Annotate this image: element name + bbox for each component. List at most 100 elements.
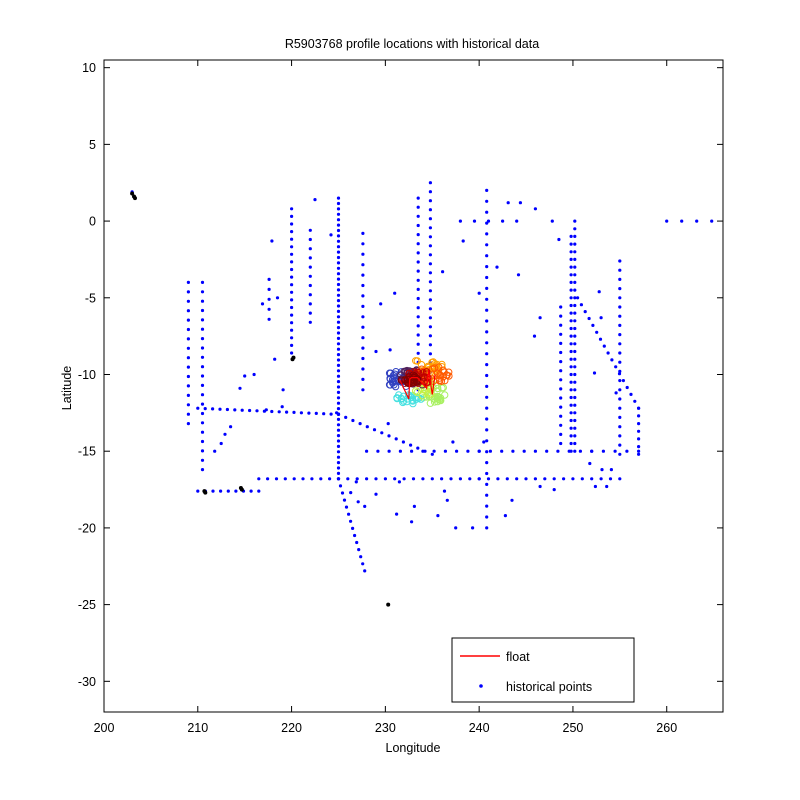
historical-point xyxy=(290,207,294,211)
historical-point xyxy=(569,372,573,377)
float-profile-marker xyxy=(404,379,412,387)
float-profile-marker xyxy=(433,397,442,406)
historical-point xyxy=(569,349,573,354)
historical-point xyxy=(336,461,341,465)
historical-point xyxy=(186,393,190,397)
historical-point xyxy=(428,226,432,230)
historical-point xyxy=(428,217,432,221)
historical-point xyxy=(569,296,573,300)
historical-point xyxy=(336,228,341,233)
historical-point xyxy=(410,520,414,524)
historical-point xyxy=(336,477,341,481)
historical-point xyxy=(618,287,622,291)
historical-point xyxy=(618,415,622,419)
historical-point xyxy=(196,406,200,410)
historical-point xyxy=(559,314,563,318)
historical-point xyxy=(186,327,190,332)
historical-point xyxy=(308,283,312,288)
historical-point xyxy=(592,371,597,375)
historical-point xyxy=(416,351,420,355)
historical-point xyxy=(579,303,584,307)
historical-point xyxy=(203,407,207,411)
historical-point xyxy=(637,437,641,441)
historical-point xyxy=(569,357,573,361)
historical-point xyxy=(559,369,563,373)
historical-point xyxy=(485,286,489,290)
historical-point xyxy=(496,477,500,481)
historical-point xyxy=(186,280,190,284)
historical-point xyxy=(186,318,190,322)
historical-point xyxy=(336,450,341,454)
historical-point xyxy=(618,351,622,355)
historical-point xyxy=(428,181,432,185)
historical-point xyxy=(416,296,420,301)
historical-point xyxy=(308,237,312,242)
historical-point xyxy=(503,514,507,518)
historical-point xyxy=(213,449,217,453)
historical-point xyxy=(602,344,606,348)
historical-point xyxy=(613,449,617,453)
historical-point xyxy=(361,336,365,340)
historical-point xyxy=(573,257,577,261)
historical-point xyxy=(361,294,365,298)
historical-point xyxy=(290,313,294,317)
historical-point xyxy=(618,425,622,429)
historical-point xyxy=(336,196,341,200)
historical-point xyxy=(573,342,577,346)
historical-point xyxy=(329,233,333,237)
historical-point xyxy=(557,237,561,242)
historical-point xyxy=(637,414,641,418)
historical-point xyxy=(361,377,365,381)
historical-point xyxy=(280,405,284,409)
historical-point xyxy=(510,498,514,502)
historical-point xyxy=(573,296,577,300)
float-profile-marker xyxy=(430,364,439,372)
historical-point xyxy=(349,491,353,495)
historical-point xyxy=(336,358,341,362)
historical-point xyxy=(270,409,274,414)
historical-point xyxy=(569,434,573,438)
black-marker xyxy=(130,191,135,196)
float-profile-marker xyxy=(390,381,398,389)
historical-point xyxy=(416,315,420,319)
historical-point xyxy=(559,305,563,309)
historical-point xyxy=(186,356,190,360)
historical-point xyxy=(358,422,362,426)
historical-point xyxy=(485,188,489,192)
historical-point xyxy=(573,273,577,277)
historical-point xyxy=(361,367,365,371)
historical-point xyxy=(485,363,489,367)
historical-point xyxy=(559,441,563,446)
historical-point xyxy=(336,369,341,373)
historical-point xyxy=(569,342,573,346)
historical-point xyxy=(485,482,489,486)
historical-point xyxy=(372,428,377,432)
historical-point xyxy=(361,252,365,256)
historical-point xyxy=(580,477,584,481)
historical-point xyxy=(573,418,577,423)
historical-point xyxy=(573,365,577,369)
historical-point xyxy=(618,296,622,300)
historical-point xyxy=(573,326,577,331)
historical-point xyxy=(257,489,261,493)
historical-point xyxy=(416,269,420,273)
historical-point xyxy=(361,356,365,361)
historical-point xyxy=(363,504,367,508)
historical-point xyxy=(354,480,358,484)
historical-point xyxy=(559,432,563,436)
historical-point xyxy=(336,374,341,378)
historical-point xyxy=(266,477,270,481)
ticks-layer: 200 210 220 230 240 250 260 10 5 0 -5 -10 -15 -20 -25 -… xyxy=(78,60,723,735)
historical-point xyxy=(573,227,577,231)
historical-point xyxy=(511,449,515,453)
historical-point xyxy=(559,378,563,382)
historical-point xyxy=(308,228,312,232)
historical-point xyxy=(398,449,402,453)
historical-point xyxy=(618,388,622,392)
historical-point xyxy=(618,434,622,438)
historical-point xyxy=(393,477,397,481)
historical-point xyxy=(485,384,489,388)
historical-point xyxy=(600,468,604,472)
historical-point xyxy=(290,267,294,272)
historical-point xyxy=(505,477,509,481)
